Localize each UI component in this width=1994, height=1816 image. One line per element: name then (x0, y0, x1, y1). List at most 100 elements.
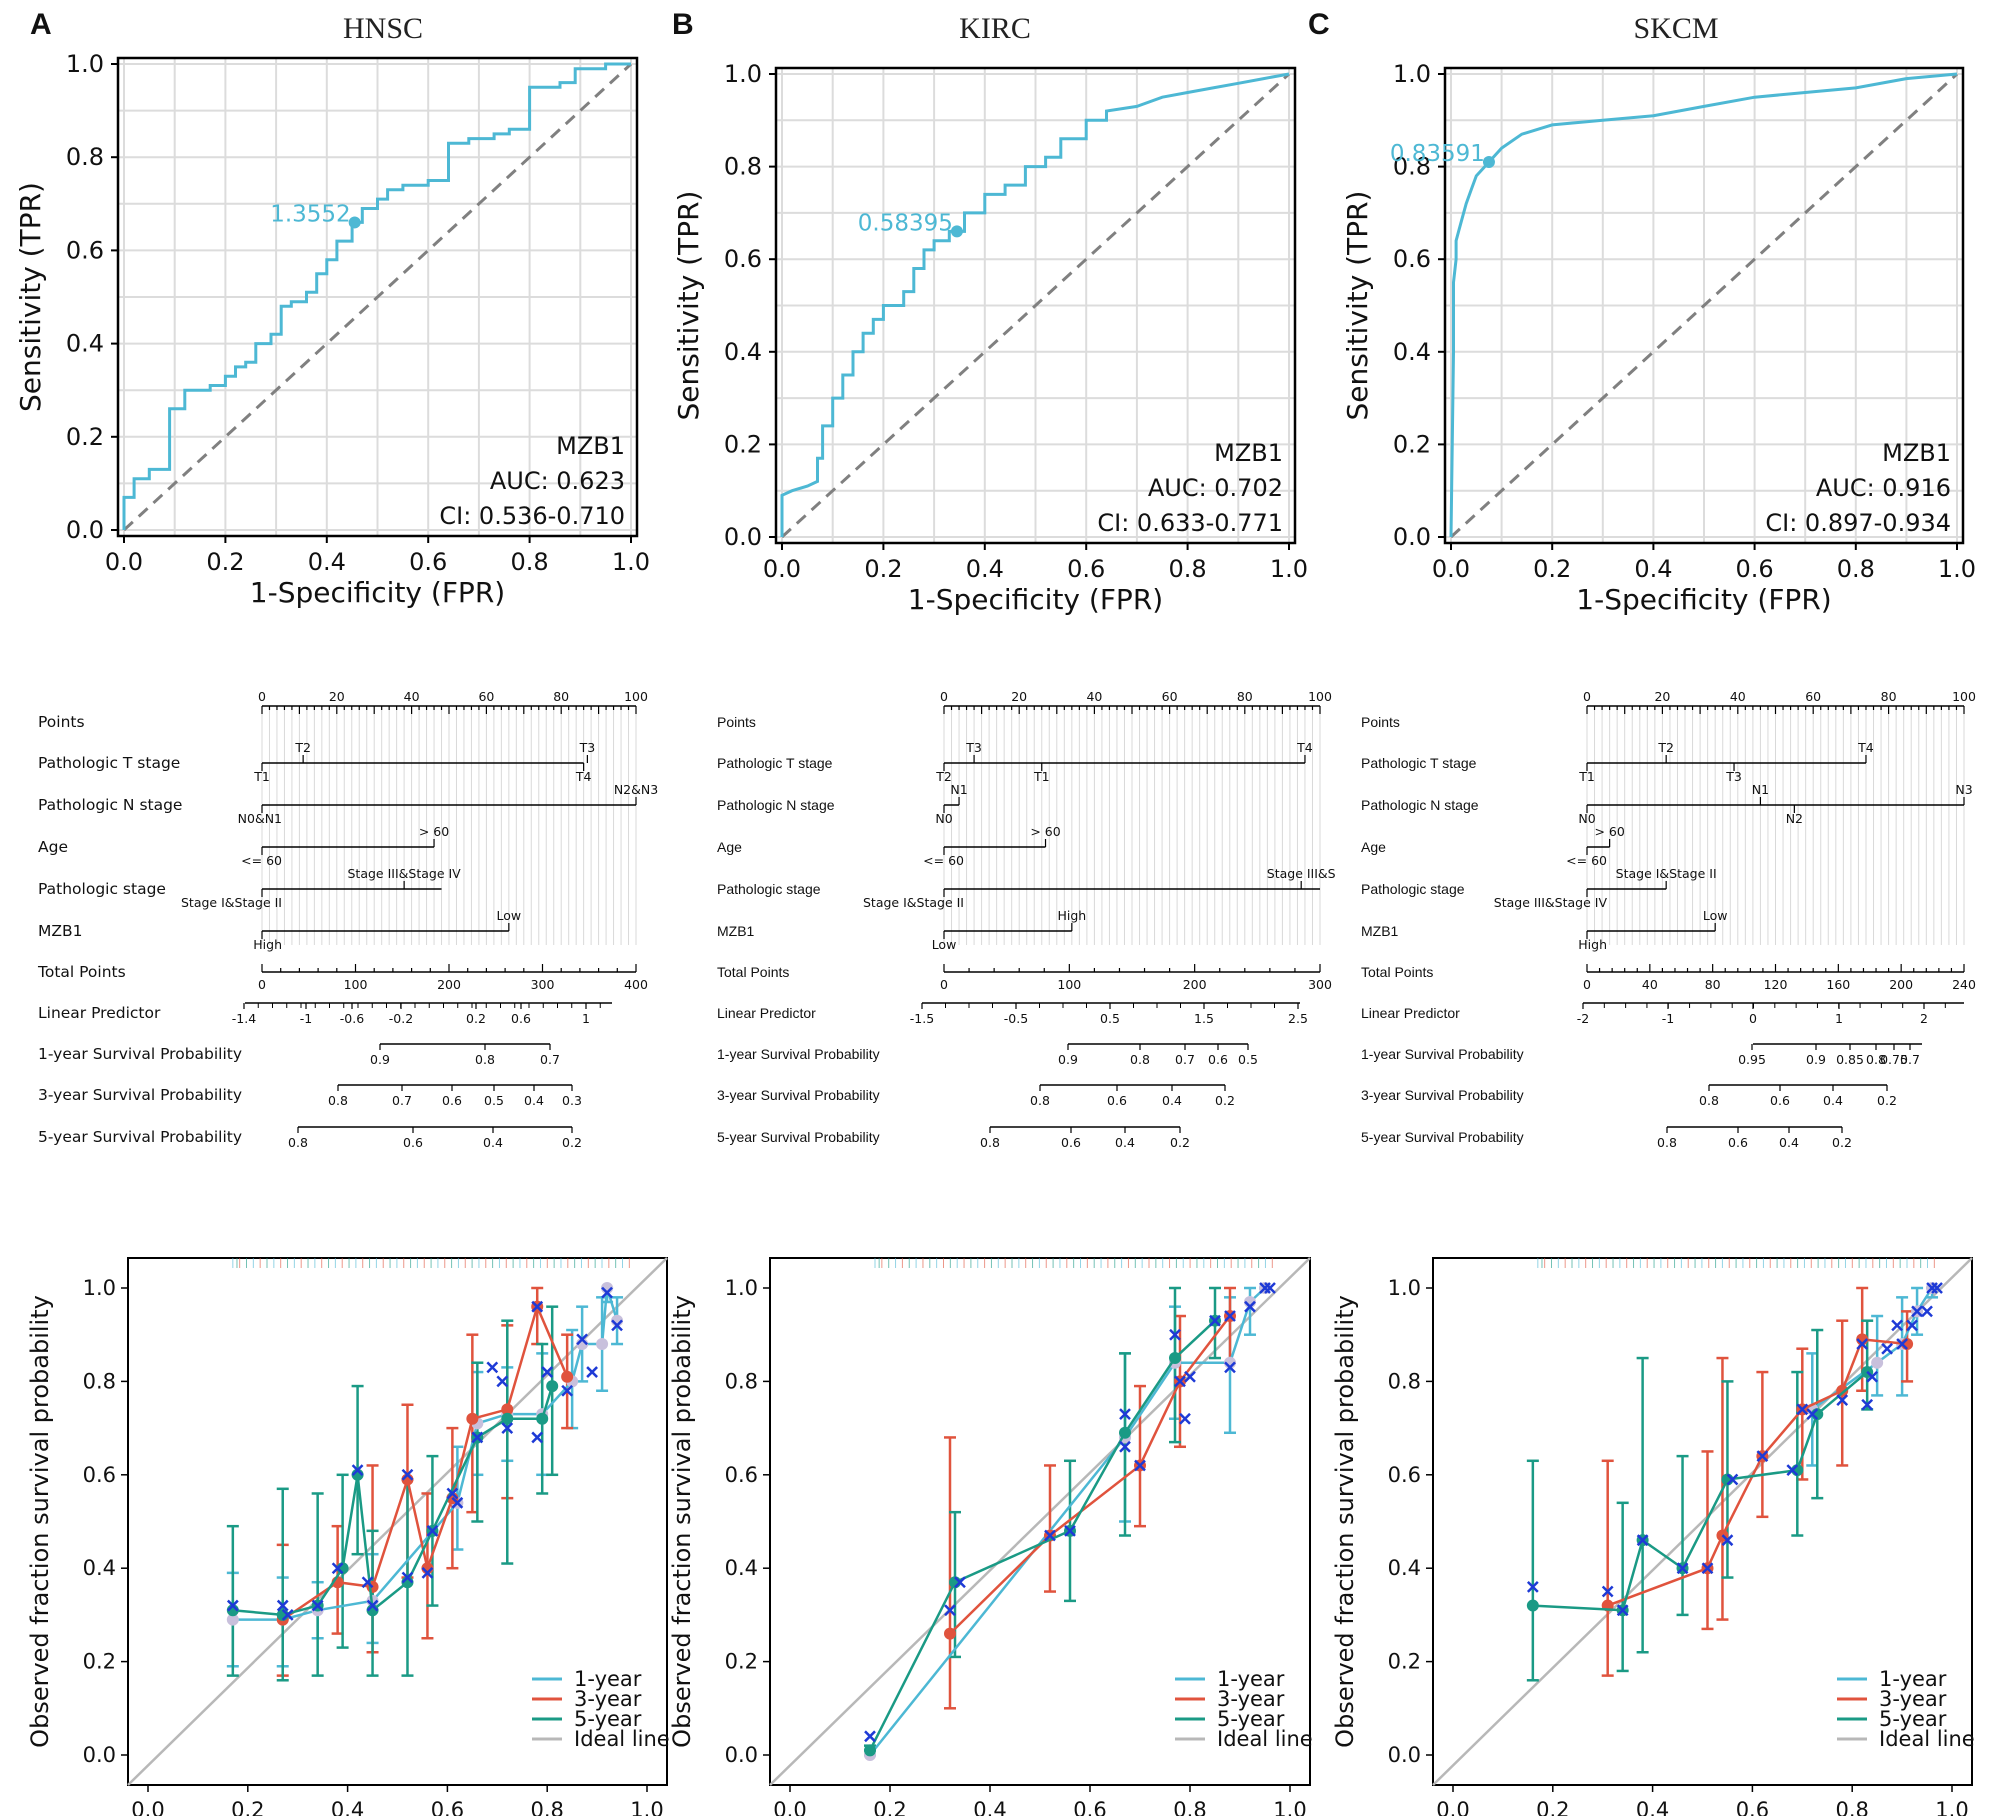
legend-label: 5-year (574, 1707, 642, 1731)
variable-level-label: <= 60 (241, 853, 282, 868)
variable-level-label: High (253, 937, 282, 952)
variable-level-label: T3 (965, 740, 982, 755)
cutoff-point (950, 225, 963, 238)
x-tick-label: 0.0 (105, 548, 143, 576)
x-tick-label: 0.4 (966, 555, 1004, 583)
total-points-tick-label: 80 (1705, 977, 1721, 992)
calibration-series-line (868, 1319, 1216, 1751)
x-tick-label: 0.0 (131, 1798, 164, 1816)
nomogram-row-name: 5-year Survival Probability (38, 1128, 242, 1146)
observed-cross-marker (1931, 1282, 1943, 1294)
points-tick-label: 80 (1881, 689, 1897, 704)
y-tick-label: 1.0 (1388, 1276, 1421, 1300)
x-tick-label: 0.4 (1634, 555, 1672, 583)
y-tick-label: 1.0 (724, 60, 762, 88)
observed-cross-marker (1044, 1529, 1056, 1542)
probability-tick-label: 0.85 (1836, 1052, 1864, 1067)
variable-level-label: High (1057, 908, 1086, 923)
points-tick-label: 0 (1583, 689, 1591, 704)
calibration-point (1836, 1384, 1849, 1397)
observed-cross-marker (1179, 1412, 1191, 1425)
total-points-tick-label: 160 (1826, 977, 1850, 992)
legend-label: 1-year (574, 1667, 642, 1691)
nomogram-row-name: Pathologic N stage (1361, 797, 1479, 813)
probability-tick-label: 0.6 (1061, 1135, 1081, 1150)
variable-level-label: T3 (1725, 769, 1742, 784)
observed-cross-marker (944, 1604, 956, 1617)
total-points-tick-label: 240 (1952, 977, 1976, 992)
observed-cross-marker (1921, 1305, 1933, 1318)
variable-level-label: > 60 (1030, 824, 1060, 839)
probability-tick-label: 0.4 (1779, 1135, 1799, 1150)
observed-cross-marker (1119, 1440, 1131, 1453)
observed-cross-marker (1906, 1319, 1918, 1332)
observed-cross-marker (1701, 1562, 1714, 1575)
variable-level-label: Low (1703, 908, 1728, 923)
chance-diagonal (122, 62, 633, 532)
variable-level-label: T4 (1296, 740, 1313, 755)
observed-cross-marker (531, 1431, 544, 1444)
variable-level-label: <= 60 (1566, 853, 1607, 868)
probability-tick-label: 0.7 (1900, 1052, 1920, 1067)
nomogram-hnsc: Points 0 20 40 60 80 100 Pathologic T stage T2 T3… (37, 689, 658, 1150)
observed-cross-marker (1169, 1328, 1181, 1341)
observed-cross-marker (1756, 1450, 1769, 1463)
nomogram-row-name: MZB1 (1361, 923, 1399, 939)
legend-label: 5-year (1879, 1707, 1947, 1731)
variable-level-label: T2 (935, 769, 952, 784)
observed-cross-marker (1866, 1370, 1879, 1383)
observed-cross-marker (226, 1599, 239, 1612)
variable-level-label: T2 (1657, 740, 1674, 755)
observed-cross-marker (1244, 1300, 1256, 1313)
probability-tick-label: -1 (1662, 1011, 1674, 1026)
variable-level-label: T4 (575, 769, 592, 784)
observed-cross-marker (1224, 1361, 1236, 1374)
observed-cross-marker (366, 1599, 379, 1612)
probability-tick-label: 0.8 (475, 1052, 495, 1067)
observed-cross-marker (1726, 1473, 1739, 1486)
ci-label: CI: 0.897-0.934 (1765, 509, 1951, 537)
probability-tick-label: 0.6 (511, 1011, 531, 1026)
total-points-tick-label: 200 (1889, 977, 1913, 992)
probability-tick-label: 0.5 (484, 1093, 504, 1108)
total-points-tick-label: 0 (940, 977, 948, 992)
probability-tick-label: 0.5 (1100, 1011, 1120, 1026)
points-tick-label: 40 (1730, 689, 1746, 704)
ci-label: CI: 0.633-0.771 (1097, 509, 1283, 537)
observed-cross-marker (611, 1319, 623, 1332)
y-axis-label: Sensitivity (TPR) (1341, 191, 1374, 421)
x-tick-label: 1.0 (630, 1798, 663, 1816)
y-tick-label: 0.2 (1393, 430, 1431, 458)
nomogram-row-name: 5-year Survival Probability (1361, 1129, 1524, 1145)
probability-tick-label: 0.7 (1175, 1052, 1195, 1067)
observed-cross-marker (281, 1609, 294, 1621)
x-tick-label: 1.0 (1270, 555, 1308, 583)
x-tick-label: 0.6 (409, 548, 447, 576)
nomogram-kirc: Points 0 20 40 60 80 100 Pathologic T stage T3 T4… (717, 689, 1336, 1150)
variable-level-label: Stage I&Stage II (863, 895, 964, 910)
observed-cross-marker (331, 1562, 344, 1575)
y-axis-label: Sensitivity (TPR) (14, 182, 47, 412)
points-tick-label: 0 (940, 689, 948, 704)
observed-cross-marker (1616, 1604, 1629, 1617)
calibration-chart-hnsc: 0.0 0.0 0.2 0.2 0.4 0.4 0.6 0.6 0.8 0.8 1.0 1.0 1-ye… (26, 1257, 670, 1816)
variable-level-label: N0 (935, 811, 952, 826)
probability-tick-label: 0.6 (1770, 1093, 1790, 1108)
roc-curve (780, 72, 1290, 537)
y-tick-label: 0.2 (83, 1650, 116, 1674)
variable-level-label: Stage I&Stage II (181, 895, 282, 910)
nomogram-row-name: Pathologic T stage (1361, 755, 1477, 771)
roc-title-kirc: KIRC (959, 12, 1031, 45)
x-tick-label: 1.0 (612, 548, 650, 576)
y-tick-label: 0.4 (83, 1556, 116, 1580)
x-tick-label: 0.0 (1436, 1798, 1469, 1816)
points-tick-label: 60 (478, 689, 494, 704)
observed-cross-marker (1911, 1305, 1923, 1318)
y-tick-label: 1.0 (66, 50, 104, 78)
probability-tick-label: 0.8 (1657, 1135, 1677, 1150)
probability-tick-label: 0.4 (1823, 1093, 1843, 1108)
cutoff-label: 1.3552 (270, 201, 350, 227)
probability-tick-label: 0.6 (1208, 1052, 1228, 1067)
